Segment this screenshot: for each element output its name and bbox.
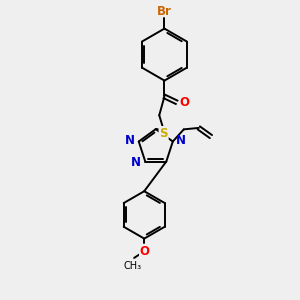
Text: N: N <box>125 134 135 147</box>
Text: O: O <box>179 96 190 109</box>
Text: Br: Br <box>157 4 172 18</box>
Text: CH₃: CH₃ <box>124 261 142 271</box>
Text: N: N <box>131 156 141 169</box>
Text: O: O <box>139 245 149 258</box>
Text: N: N <box>176 134 186 147</box>
Text: S: S <box>159 127 168 140</box>
Text: S: S <box>159 127 168 140</box>
